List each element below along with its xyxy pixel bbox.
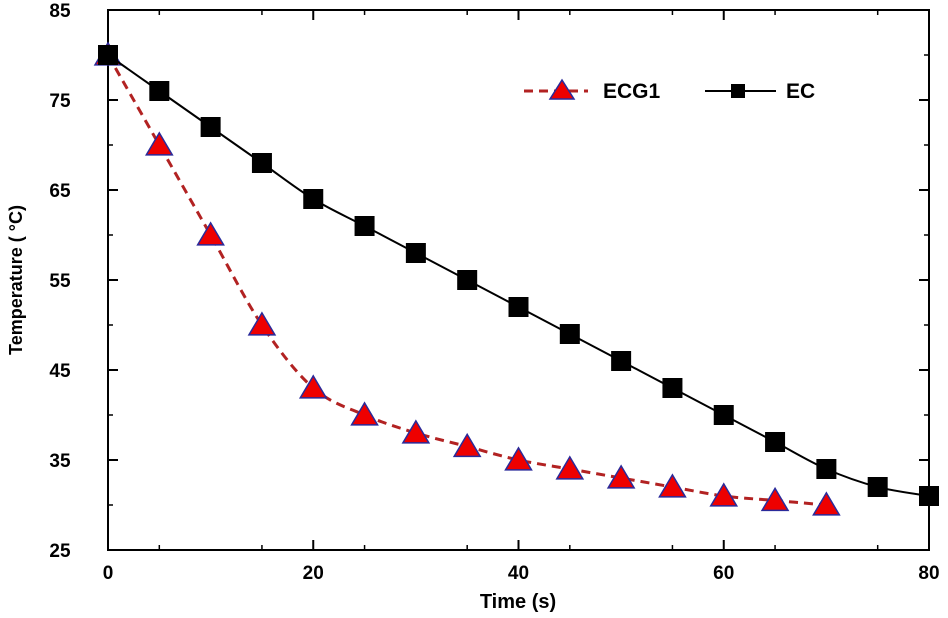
series-ec-point [816,459,837,479]
series-ecg1-point [144,131,174,156]
x-tick-label: 0 [103,563,114,584]
ticks-layer [107,9,930,551]
series-ecg1-point [709,482,739,507]
series-ecg1-line [106,54,827,507]
tick-labels-layer: 0 20 40 60 80 25 35 45 55 65 75 85 [49,1,939,584]
x-tick-label: 40 [508,563,529,584]
series-ec-point [457,270,478,290]
series-ec-point [303,189,324,209]
series-ec-point [867,477,888,497]
series-ecg1-point [350,401,379,426]
series-layer [93,41,939,516]
legend: ECG1 EC [524,78,815,103]
x-tick-label: 20 [303,563,324,584]
series-ec-point [508,297,529,317]
series-ec-point [98,45,118,65]
series-ecg1-point [504,446,533,471]
y-tick-label: 25 [49,541,71,562]
legend-ecg1-marker [548,78,576,100]
y-tick-label: 65 [49,181,71,202]
x-axis-title: Time (s) [480,591,556,613]
x-tick-label: 80 [918,563,939,584]
series-ec-point [662,378,683,398]
series-ec-line [107,54,930,497]
series-ecg1-point [247,311,277,336]
series-ec-point [149,81,170,101]
series-ecg1-point [812,491,841,516]
series-ec-point [405,243,426,263]
series-ec-point [765,432,786,452]
legend-ec-label: EC [786,80,815,103]
y-tick-label: 35 [49,451,71,472]
series-ecg1-point [555,455,585,480]
series-ec-point [200,117,221,137]
series-ec-point [713,405,734,425]
y-tick-label: 75 [49,91,71,112]
legend-ecg1-label: ECG1 [603,80,661,103]
x-tick-label: 60 [713,563,734,584]
series-ecg1-point [298,374,328,399]
y-axis-title: Temperature ( °C) [6,205,26,355]
legend-ec-marker [731,84,745,98]
series-ecg1-point [606,464,636,489]
y-tick-label: 45 [49,361,71,382]
series-ecg1-point [401,419,431,444]
series-ec-point [354,216,375,236]
y-tick-label: 55 [49,271,71,292]
series-ec-point [559,324,580,344]
series-ecg1-point [658,473,687,498]
series-ecg1-point [760,486,790,512]
series-ec-point [611,351,632,371]
series-ecg1-point [452,432,482,458]
series-ecg1-point [196,221,225,246]
y-tick-label: 85 [49,1,71,22]
series-ec-point [251,153,272,173]
series-ec-point [919,486,939,506]
